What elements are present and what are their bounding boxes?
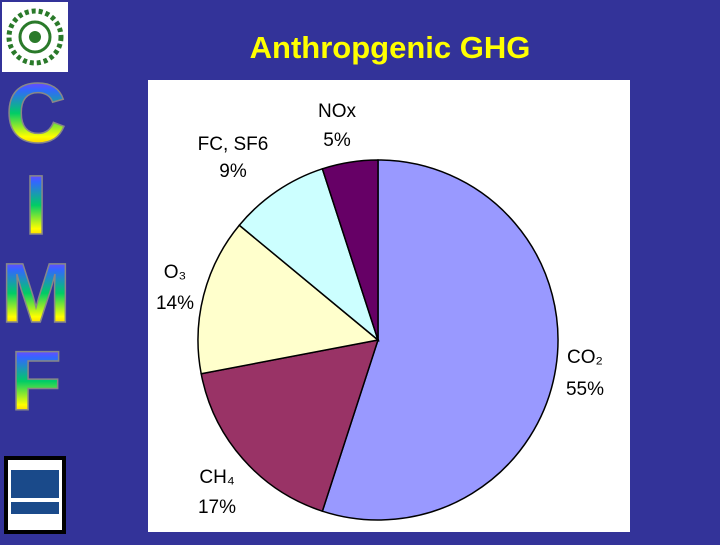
sidebar-letter: I [24,158,47,252]
slice-value-label: 17% [198,497,236,518]
slice-label: CO₂ [567,347,603,368]
sidebar-letter: M [1,246,71,340]
bottom-logo [4,456,66,534]
slice-value-label: 14% [156,293,194,314]
slice-value-label: 9% [219,161,247,182]
sidebar-letter: C [6,66,67,160]
pie-slice [197,224,380,375]
top-logo [2,2,68,72]
pie-slice [200,339,380,513]
slice-label: O₃ [164,262,187,283]
pie-slice [321,159,559,521]
slice-value-label: 5% [323,130,351,151]
sidebar-letter: F [10,334,61,428]
pie-slice [321,159,379,341]
pie: CO₂ 55% CH₄ 17% O₃ 14% FC, SF6 9% NOx 5% [156,101,604,521]
chart-title: Anthropgenic GHG [250,30,531,65]
pie-slice [238,167,380,343]
slice-label: CH₄ [199,467,234,488]
slice-label: FC, SF6 [198,134,269,155]
slice-value-label: 55% [566,379,604,400]
slice-label: NOx [318,101,357,122]
